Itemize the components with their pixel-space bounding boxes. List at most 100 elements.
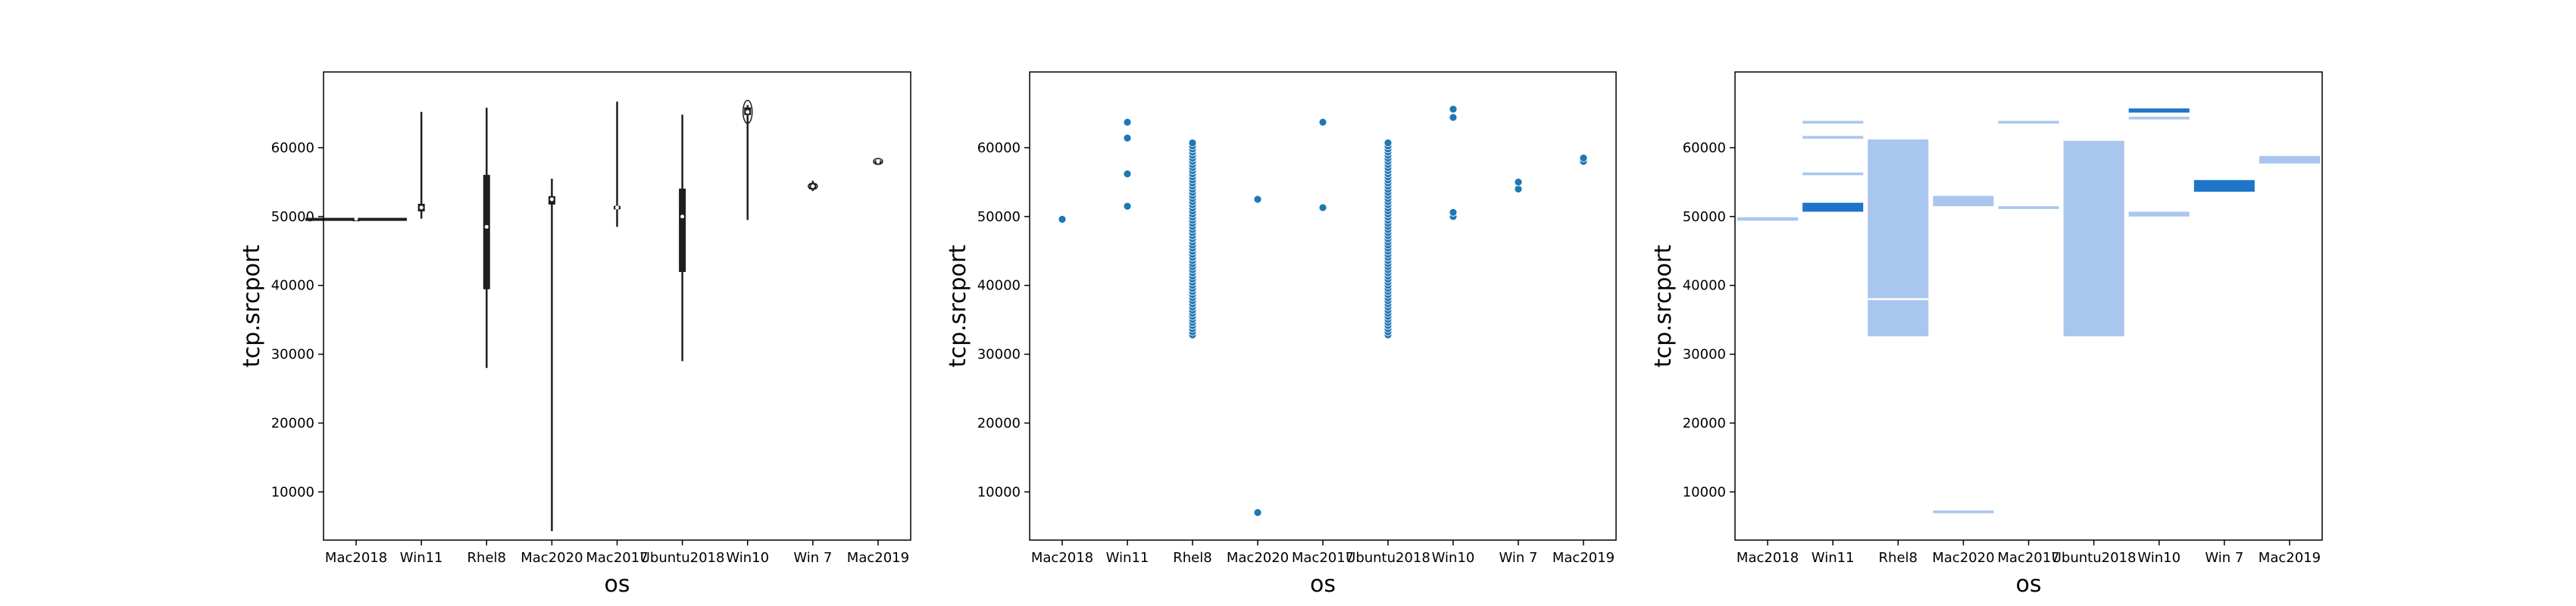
chart-panel-3: 10000 20000 30000 40000 50000 60000 Mac2018 Win…: [1650, 71, 2323, 598]
y-axis-label: tcp.srcport: [945, 245, 971, 367]
y-tick-label: 50000: [1683, 209, 1726, 225]
violin-median: [419, 205, 424, 210]
hist-bin: [1802, 120, 1864, 124]
scatter-point: [1123, 201, 1132, 211]
x-tick-label: Win10: [726, 550, 769, 566]
hist-bin: [1802, 136, 1864, 139]
x-axis-label: os: [2016, 571, 2042, 598]
hist-bin: [1933, 195, 1994, 207]
axes-frame: [1029, 71, 1617, 541]
scatter-point: [1383, 139, 1393, 148]
hist-bin: [2128, 108, 2190, 113]
x-tick-label: Win10: [2137, 550, 2181, 566]
violin-median: [811, 184, 815, 189]
scatter-point: [1514, 178, 1523, 186]
y-tick-label: 50000: [271, 209, 314, 225]
violin-median: [354, 217, 358, 221]
y-tick-label: 10000: [1683, 484, 1726, 500]
x-tick-label: Win11: [1812, 550, 1855, 566]
x-tick-label: Mac2020: [1227, 550, 1289, 566]
x-tick-label: Mac2017: [1997, 550, 2059, 566]
scatter-point: [1318, 117, 1327, 127]
hist-bin: [2128, 211, 2190, 217]
scatter-point: [1253, 195, 1262, 204]
violin-median: [549, 197, 554, 201]
y-tick-label: 10000: [977, 484, 1021, 500]
y-tick-label: 30000: [977, 347, 1021, 363]
hist-bin: [1998, 120, 2059, 124]
x-tick-label: Mac2019: [2259, 550, 2321, 566]
chart-panel-2: 10000 20000 30000 40000 50000 60000 Mac2018 Win…: [945, 71, 1617, 598]
violin-median: [484, 224, 489, 229]
x-tick-label: Mac2018: [325, 550, 387, 566]
violin-outline: [742, 99, 753, 124]
x-tick-label: Mac2020: [1932, 550, 1994, 566]
y-tick-label: 30000: [1683, 347, 1726, 363]
y-tick-label: 20000: [271, 416, 314, 432]
hist-bin: [1998, 206, 2059, 209]
y-tick-label: 40000: [1683, 278, 1726, 294]
y-axis-label: tcp.srcport: [239, 245, 265, 367]
scatter-point: [1514, 185, 1523, 193]
hist-bin: [1868, 139, 1929, 336]
scatter-point: [1253, 508, 1262, 517]
hist-bin: [2063, 140, 2124, 336]
x-tick-label: Ubuntu2018: [1346, 550, 1430, 566]
x-tick-label: Rhel8: [1173, 550, 1211, 566]
x-tick-label: Ubuntu2018: [640, 550, 725, 566]
y-tick-label: 20000: [977, 416, 1021, 432]
hist-bin: [1802, 172, 1864, 176]
scatter-point: [1318, 203, 1327, 212]
hist-bin: [2193, 180, 2255, 192]
y-tick-label: 60000: [977, 140, 1021, 156]
violin-outline: [873, 158, 883, 165]
x-tick-label: Rhel8: [1879, 550, 1918, 566]
scatter-point: [1449, 208, 1458, 217]
plot-area: [1735, 72, 2322, 540]
y-tick-label: 30000: [271, 347, 314, 363]
violin-median: [680, 214, 685, 219]
x-tick-label: Ubuntu2018: [2052, 550, 2137, 566]
y-tick-label: 40000: [977, 278, 1021, 294]
hist-bin: [1737, 217, 1799, 221]
plot-area: [1030, 72, 1616, 540]
hist-bin: [1802, 202, 1864, 212]
x-tick-label: Mac2017: [1292, 550, 1354, 566]
x-tick-label: Win11: [1106, 550, 1149, 566]
y-tick-label: 50000: [977, 209, 1021, 225]
x-tick-label: Mac2019: [847, 550, 909, 566]
scatter-point: [1188, 139, 1197, 148]
hist-bin: [1933, 510, 1994, 514]
x-tick-label: Mac2019: [1552, 550, 1615, 566]
violin-median: [876, 159, 880, 164]
hist-bin: [2259, 155, 2320, 164]
x-tick-label: Win10: [1432, 550, 1475, 566]
scatter-point: [1579, 154, 1588, 163]
scatter-point: [1123, 170, 1132, 178]
x-tick-label: Mac2018: [1031, 550, 1093, 566]
y-tick-label: 20000: [1683, 416, 1726, 432]
scatter-point: [1058, 215, 1067, 223]
violin-median: [615, 205, 619, 210]
x-tick-label: Mac2020: [521, 550, 583, 566]
scatter-point: [1123, 117, 1132, 127]
violin-box: [483, 174, 490, 289]
x-tick-label: Rhel8: [467, 550, 506, 566]
scatter-point: [1123, 133, 1132, 142]
x-tick-label: Win11: [400, 550, 443, 566]
violin-median: [746, 110, 750, 114]
x-axis-label: os: [1310, 571, 1336, 598]
axes-frame: [1734, 71, 2323, 541]
scatter-point: [1449, 113, 1458, 122]
x-tick-label: Win 7: [2205, 550, 2243, 566]
y-tick-label: 10000: [271, 484, 314, 500]
x-tick-label: Win 7: [1499, 550, 1538, 566]
violin-outline: [808, 183, 818, 190]
y-tick-label: 60000: [1683, 140, 1726, 156]
y-axis-label: tcp.srcport: [1650, 245, 1677, 367]
x-axis-label: os: [605, 571, 630, 598]
axes-frame: [323, 71, 911, 541]
scatter-point: [1449, 105, 1458, 114]
y-tick-label: 60000: [271, 140, 314, 156]
